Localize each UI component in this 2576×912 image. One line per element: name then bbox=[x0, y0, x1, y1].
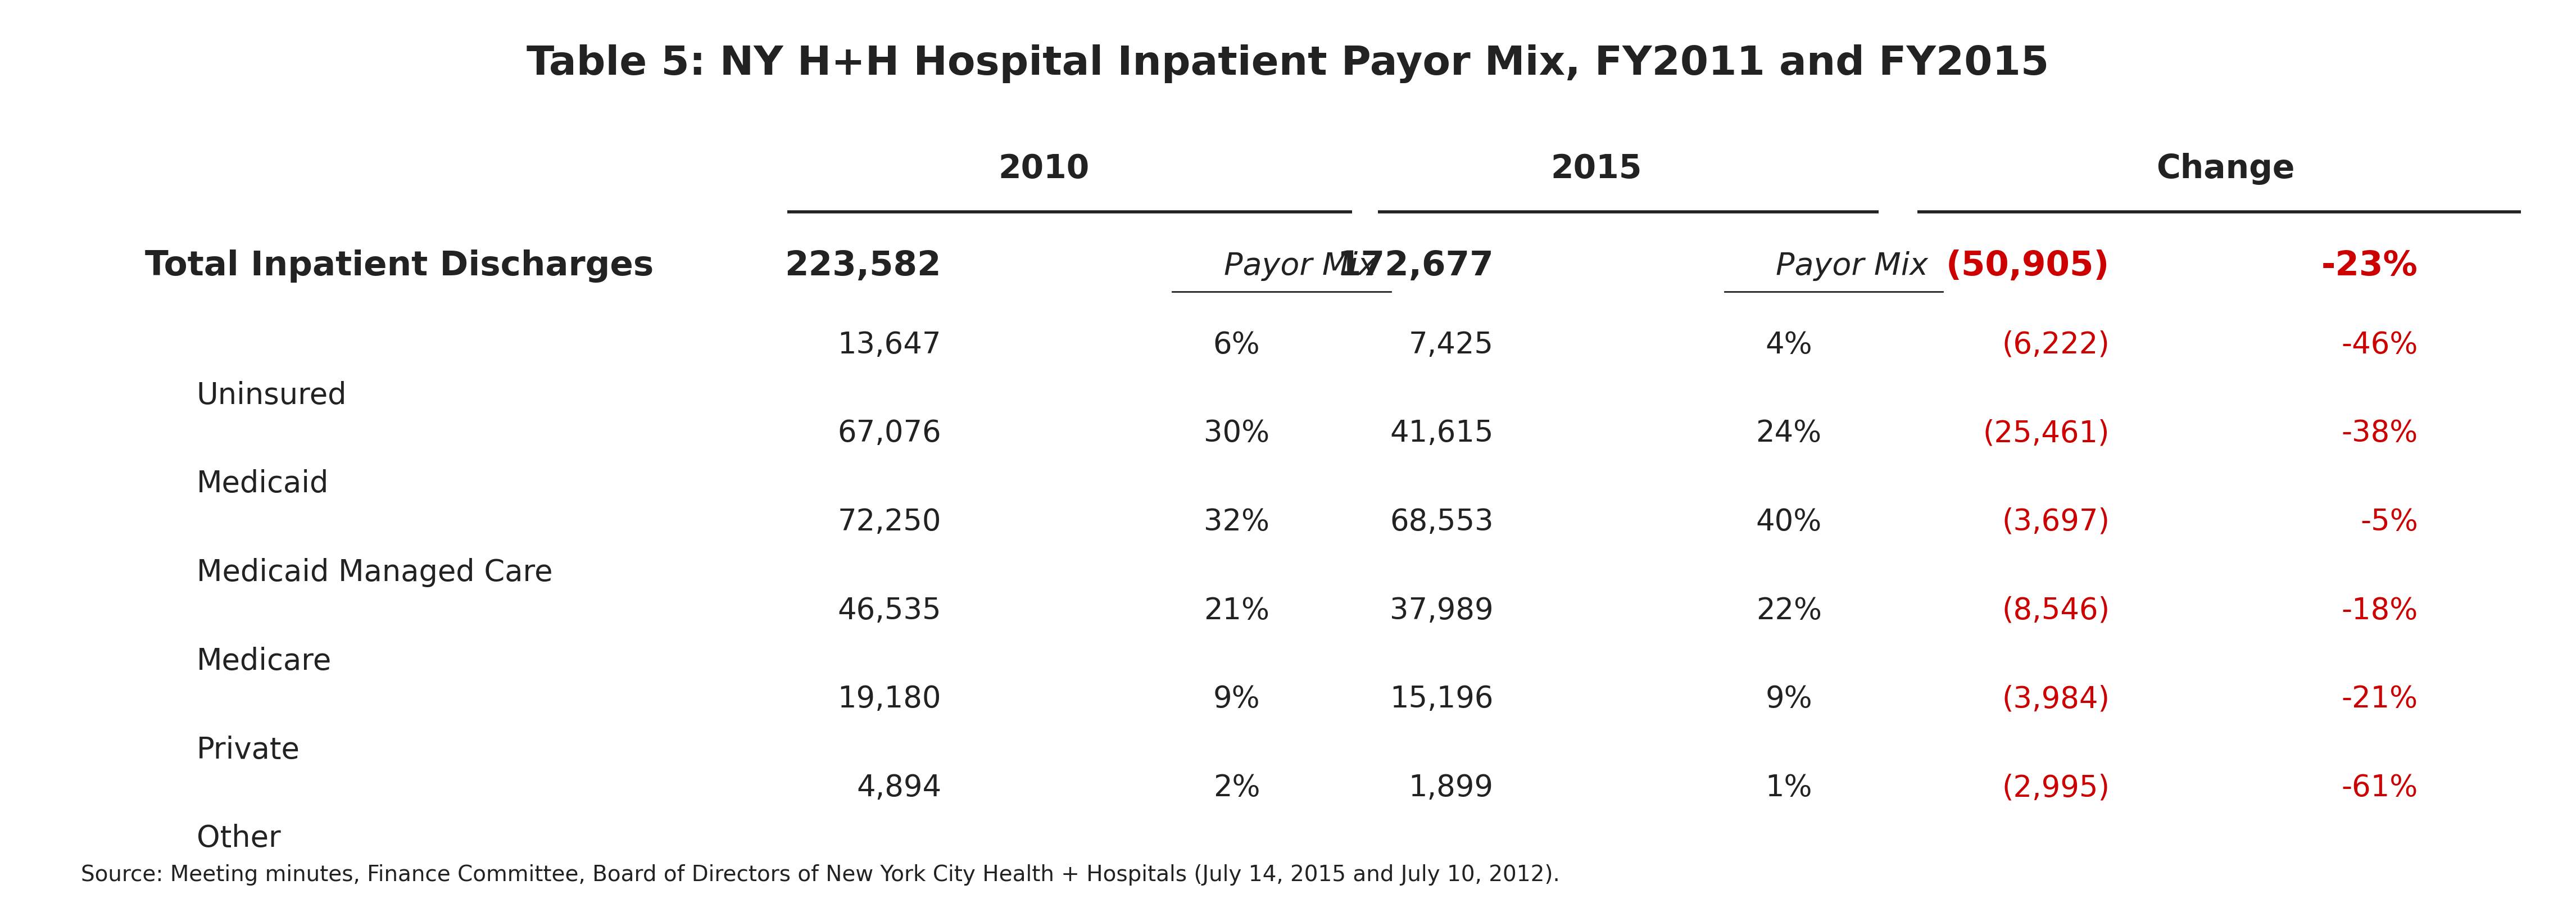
Text: 32%: 32% bbox=[1203, 507, 1270, 536]
Text: Medicaid Managed Care: Medicaid Managed Care bbox=[196, 558, 551, 587]
Text: Private: Private bbox=[196, 735, 299, 764]
Text: 1,899: 1,899 bbox=[1409, 773, 1494, 803]
Text: 40%: 40% bbox=[1757, 507, 1821, 536]
Text: 2015: 2015 bbox=[1551, 152, 1641, 185]
Text: (50,905): (50,905) bbox=[1945, 250, 2110, 283]
Text: 7,425: 7,425 bbox=[1409, 330, 1494, 359]
Text: Other: Other bbox=[196, 824, 281, 853]
Text: 1%: 1% bbox=[1765, 773, 1814, 803]
Text: 13,647: 13,647 bbox=[837, 330, 940, 359]
Text: 37,989: 37,989 bbox=[1388, 596, 1494, 626]
Text: 19,180: 19,180 bbox=[837, 685, 940, 714]
Text: 4%: 4% bbox=[1765, 330, 1814, 359]
Text: 6%: 6% bbox=[1213, 330, 1260, 359]
Text: 24%: 24% bbox=[1757, 419, 1821, 448]
Text: Change: Change bbox=[2156, 152, 2295, 185]
Text: Payor Mix: Payor Mix bbox=[1224, 251, 1376, 281]
Text: 2010: 2010 bbox=[999, 152, 1090, 185]
Text: 41,615: 41,615 bbox=[1391, 419, 1494, 448]
Text: (2,995): (2,995) bbox=[2002, 773, 2110, 803]
Text: 68,553: 68,553 bbox=[1388, 507, 1494, 536]
Text: -18%: -18% bbox=[2342, 596, 2419, 626]
Text: 9%: 9% bbox=[1765, 685, 1814, 714]
Text: 172,677: 172,677 bbox=[1337, 250, 1494, 283]
Text: -23%: -23% bbox=[2321, 250, 2419, 283]
Text: Medicaid: Medicaid bbox=[196, 470, 330, 499]
Text: -38%: -38% bbox=[2342, 419, 2419, 448]
Text: -61%: -61% bbox=[2342, 773, 2419, 803]
Text: Source: Meeting minutes, Finance Committee, Board of Directors of New York City : Source: Meeting minutes, Finance Committ… bbox=[80, 865, 1561, 886]
Text: (3,984): (3,984) bbox=[2002, 685, 2110, 714]
Text: 2%: 2% bbox=[1213, 773, 1260, 803]
Text: 9%: 9% bbox=[1213, 685, 1260, 714]
Text: 30%: 30% bbox=[1203, 419, 1270, 448]
Text: 46,535: 46,535 bbox=[837, 596, 940, 626]
Text: Total Inpatient Discharges: Total Inpatient Discharges bbox=[144, 250, 654, 283]
Text: (8,546): (8,546) bbox=[2002, 596, 2110, 626]
Text: (3,697): (3,697) bbox=[2002, 507, 2110, 536]
Text: -5%: -5% bbox=[2360, 507, 2419, 536]
Text: 72,250: 72,250 bbox=[837, 507, 940, 536]
Text: 22%: 22% bbox=[1757, 596, 1821, 626]
Text: Table 5: NY H+H Hospital Inpatient Payor Mix, FY2011 and FY2015: Table 5: NY H+H Hospital Inpatient Payor… bbox=[528, 45, 2048, 83]
Text: 4,894: 4,894 bbox=[855, 773, 940, 803]
Text: Medicare: Medicare bbox=[196, 647, 332, 676]
Text: -46%: -46% bbox=[2342, 330, 2419, 359]
Text: 21%: 21% bbox=[1203, 596, 1270, 626]
Text: Uninsured: Uninsured bbox=[196, 381, 348, 410]
Text: -21%: -21% bbox=[2342, 685, 2419, 714]
Text: (25,461): (25,461) bbox=[1984, 419, 2110, 448]
Text: 223,582: 223,582 bbox=[786, 250, 940, 283]
Text: Payor Mix: Payor Mix bbox=[1775, 251, 1929, 281]
Text: (6,222): (6,222) bbox=[2002, 330, 2110, 359]
Text: 67,076: 67,076 bbox=[837, 419, 940, 448]
Text: 15,196: 15,196 bbox=[1391, 685, 1494, 714]
